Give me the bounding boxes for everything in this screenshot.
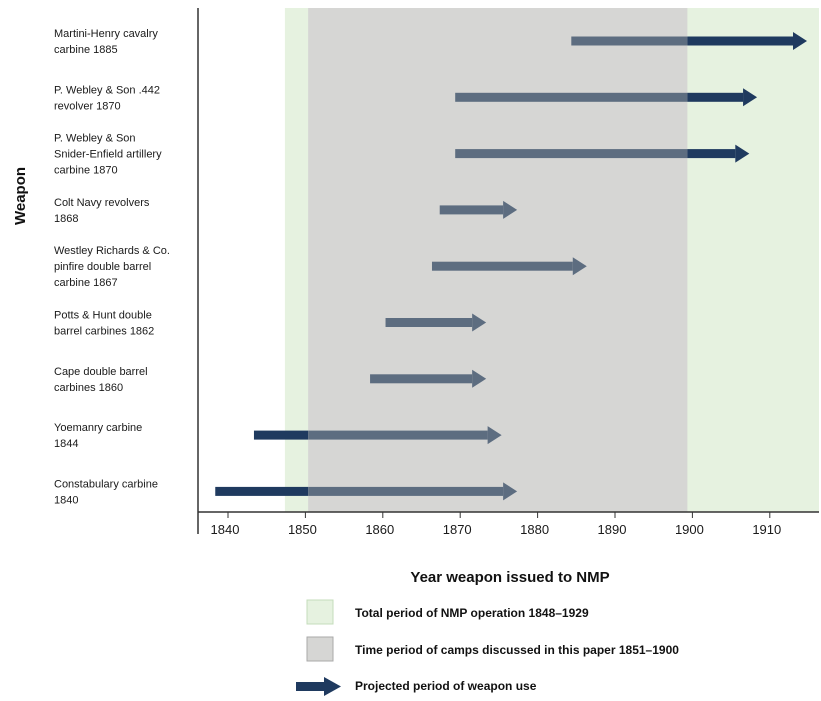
legend-swatch-camps-period [306,636,334,662]
range-arrow [370,369,487,388]
category-label: Yoemanry carbine 1844 [54,422,142,450]
range-arrow [385,313,487,332]
range-arrow [431,257,587,276]
category-label: Colt Navy revolvers 1868 [54,197,150,225]
legend-label-total-period: Total period of NMP operation 1848–1929 [355,606,589,620]
range-arrow [215,482,518,501]
x-tick-label: 1860 [365,522,394,537]
x-tick-label: 1880 [520,522,549,537]
x-tick-label: 1870 [443,522,472,537]
camps-period-band [308,8,688,512]
y-axis-title: Weapon [12,167,29,225]
category-label: P. Webley & Son .442 revolver 1870 [54,84,160,112]
range-arrow [571,32,807,50]
x-tick-label: 1840 [211,522,240,537]
legend-arrow-icon [296,677,341,696]
range-arrow [439,200,518,219]
legend-label-arrow: Projected period of weapon use [355,679,537,693]
x-tick-label: 1910 [752,522,781,537]
x-tick-label: 1900 [675,522,704,537]
range-arrow [455,88,758,107]
category-label: Potts & Hunt double barrel carbines 1862 [54,310,154,338]
x-axis-title: Year weapon issued to NMP [410,569,609,586]
range-arrow [253,426,502,445]
legend: Total period of NMP operation 1848–1929 … [296,599,679,696]
category-label: Cape double barrel carbines 1860 [54,366,148,394]
category-label: Constabulary carbine 1840 [54,478,158,506]
range-arrow [455,144,750,163]
x-tick-label: 1890 [598,522,627,537]
category-label: P. Webley & Son Snider-Enfield artillery c… [54,133,162,177]
legend-swatch-total-period [306,599,334,625]
legend-label-camps-period: Time period of camps discussed in this p… [355,643,679,657]
x-tick-label: 1850 [288,522,317,537]
category-label: Westley Richards & Co. pinfire double bar… [54,245,170,289]
category-label: Martini-Henry cavalry carbine 1885 [54,28,158,56]
